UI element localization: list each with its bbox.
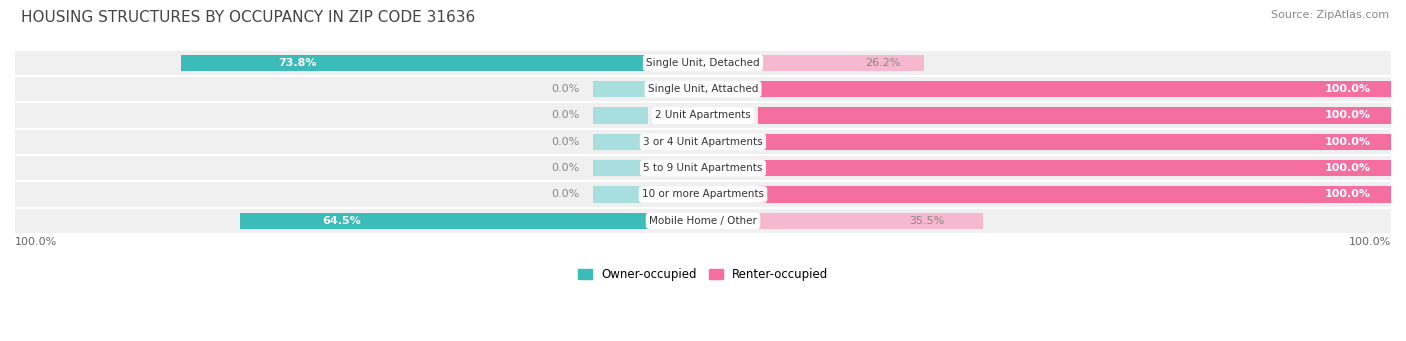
Bar xyxy=(593,134,648,150)
Text: 100.0%: 100.0% xyxy=(1324,163,1371,173)
Text: 0.0%: 0.0% xyxy=(551,110,579,120)
Bar xyxy=(15,209,1391,233)
Text: 0.0%: 0.0% xyxy=(551,137,579,147)
Text: 100.0%: 100.0% xyxy=(1324,190,1371,199)
Bar xyxy=(593,160,648,176)
Text: Single Unit, Detached: Single Unit, Detached xyxy=(647,58,759,68)
Text: 100.0%: 100.0% xyxy=(1324,110,1371,120)
Bar xyxy=(758,160,1391,176)
Text: 0.0%: 0.0% xyxy=(551,84,579,94)
Text: 73.8%: 73.8% xyxy=(278,58,316,68)
Bar xyxy=(758,81,1391,97)
Text: 5 to 9 Unit Apartments: 5 to 9 Unit Apartments xyxy=(644,163,762,173)
Text: 0.0%: 0.0% xyxy=(551,163,579,173)
Legend: Owner-occupied, Renter-occupied: Owner-occupied, Renter-occupied xyxy=(572,263,834,286)
Bar xyxy=(15,103,1391,128)
Bar xyxy=(758,134,1391,150)
Text: 100.0%: 100.0% xyxy=(1348,237,1391,247)
Text: 10 or more Apartments: 10 or more Apartments xyxy=(643,190,763,199)
Text: 26.2%: 26.2% xyxy=(865,58,900,68)
Bar xyxy=(758,186,1391,203)
Text: Source: ZipAtlas.com: Source: ZipAtlas.com xyxy=(1271,10,1389,20)
Bar xyxy=(15,77,1391,101)
Bar xyxy=(758,55,924,71)
Text: HOUSING STRUCTURES BY OCCUPANCY IN ZIP CODE 31636: HOUSING STRUCTURES BY OCCUPANCY IN ZIP C… xyxy=(21,10,475,25)
Text: 0.0%: 0.0% xyxy=(551,190,579,199)
Bar xyxy=(15,182,1391,207)
Bar xyxy=(15,130,1391,154)
Text: 100.0%: 100.0% xyxy=(15,237,58,247)
Bar xyxy=(15,156,1391,180)
Text: 100.0%: 100.0% xyxy=(1324,84,1371,94)
Bar xyxy=(593,81,648,97)
Bar xyxy=(593,186,648,203)
Text: 2 Unit Apartments: 2 Unit Apartments xyxy=(655,110,751,120)
Text: 3 or 4 Unit Apartments: 3 or 4 Unit Apartments xyxy=(643,137,763,147)
Bar xyxy=(15,51,1391,75)
Text: 64.5%: 64.5% xyxy=(322,216,361,226)
Bar xyxy=(239,213,648,229)
Text: Single Unit, Attached: Single Unit, Attached xyxy=(648,84,758,94)
Bar xyxy=(758,213,983,229)
Text: Mobile Home / Other: Mobile Home / Other xyxy=(650,216,756,226)
Bar xyxy=(758,107,1391,124)
Bar xyxy=(593,107,648,124)
Text: 100.0%: 100.0% xyxy=(1324,137,1371,147)
Text: 35.5%: 35.5% xyxy=(908,216,945,226)
Bar xyxy=(181,55,648,71)
